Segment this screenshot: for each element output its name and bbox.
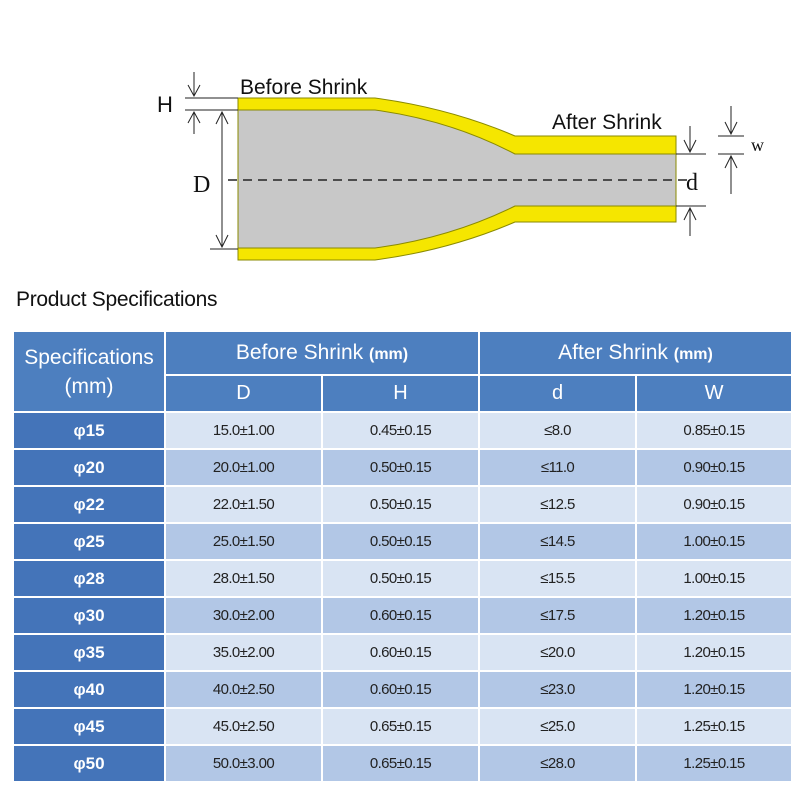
h-arrow-down-icon: [187, 72, 201, 98]
cell-W: 0.85±0.15: [634, 411, 794, 450]
header-D: D: [164, 374, 323, 413]
label-d: d: [686, 170, 698, 196]
cell-H: 0.45±0.15: [321, 411, 480, 450]
cell-d: ≤8.0: [478, 411, 637, 450]
row-spec-label: φ28: [12, 559, 166, 598]
header-before-unit: (mm): [368, 346, 409, 363]
table-row: φ25 25.0±1.50 0.50±0.15 ≤14.5 1.00±0.15: [12, 522, 794, 561]
cell-H: 0.60±0.15: [321, 633, 480, 672]
row-spec-label: φ22: [12, 485, 166, 524]
row-spec-label: φ25: [12, 522, 166, 561]
cell-W: 1.20±0.15: [634, 670, 794, 709]
header-after-shrink: After Shrink (mm): [477, 330, 794, 376]
table-row: φ45 45.0±2.50 0.65±0.15 ≤25.0 1.25±0.15: [12, 707, 794, 746]
cell-d: ≤28.0: [478, 744, 637, 783]
cell-D: 15.0±1.00: [164, 411, 323, 450]
header-W: W: [634, 374, 794, 413]
cell-H: 0.60±0.15: [321, 670, 480, 709]
cell-d: ≤23.0: [478, 670, 637, 709]
d-arrow-up-icon: [683, 206, 697, 236]
row-spec-label: φ15: [12, 411, 166, 450]
cell-H: 0.65±0.15: [321, 707, 480, 746]
header-specifications: Specifications (mm): [12, 330, 166, 413]
table-row: φ22 22.0±1.50 0.50±0.15 ≤12.5 0.90±0.15: [12, 485, 794, 524]
row-spec-label: φ20: [12, 448, 166, 487]
cell-W: 1.00±0.15: [634, 522, 794, 561]
shrink-diagram: H D Before Shrink After Shrink d w: [157, 72, 764, 261]
row-spec-label: φ40: [12, 670, 166, 709]
header-d: d: [478, 374, 637, 413]
cell-W: 1.20±0.15: [634, 596, 794, 635]
cell-H: 0.50±0.15: [321, 448, 480, 487]
cell-D: 40.0±2.50: [164, 670, 323, 709]
cell-D: 20.0±1.00: [164, 448, 323, 487]
table-row: φ35 35.0±2.00 0.60±0.15 ≤20.0 1.20±0.15: [12, 633, 794, 672]
table-row: φ28 28.0±1.50 0.50±0.15 ≤15.5 1.00±0.15: [12, 559, 794, 598]
cell-H: 0.60±0.15: [321, 596, 480, 635]
product-specifications-heading: Product Specifications: [16, 288, 218, 311]
cell-D: 22.0±1.50: [164, 485, 323, 524]
header-after-shrink-label: After Shrink: [558, 341, 668, 364]
row-spec-label: φ50: [12, 744, 166, 783]
table-body: φ15 15.0±1.00 0.45±0.15 ≤8.0 0.85±0.15 φ20 20.…: [12, 411, 794, 783]
row-spec-label: φ30: [12, 596, 166, 635]
cell-W: 0.90±0.15: [634, 448, 794, 487]
header-H: H: [321, 374, 480, 413]
cell-d: ≤17.5: [478, 596, 637, 635]
row-spec-label: φ45: [12, 707, 166, 746]
row-spec-label: φ35: [12, 633, 166, 672]
header-after-unit: (mm): [673, 346, 713, 363]
cell-W: 1.20±0.15: [634, 633, 794, 672]
cell-H: 0.50±0.15: [321, 559, 480, 598]
table-header-row: Specifications (mm) Before Shrink (mm) A…: [12, 330, 794, 413]
header-specifications-unit: (mm): [64, 374, 114, 398]
cell-d: ≤12.5: [478, 485, 637, 524]
table-row: φ50 50.0±3.00 0.65±0.15 ≤28.0 1.25±0.15: [12, 744, 794, 783]
specifications-table: Specifications (mm) Before Shrink (mm) A…: [12, 330, 794, 783]
w-arrow-down-icon: [724, 106, 738, 136]
cell-H: 0.50±0.15: [321, 485, 480, 524]
cell-W: 1.00±0.15: [634, 559, 794, 598]
d-arrow-down-icon: [683, 126, 697, 154]
cell-D: 50.0±3.00: [164, 744, 323, 783]
label-before-shrink: Before Shrink: [240, 76, 368, 99]
cell-H: 0.50±0.15: [321, 522, 480, 561]
table-row: φ15 15.0±1.00 0.45±0.15 ≤8.0 0.85±0.15: [12, 411, 794, 450]
cell-W: 1.25±0.15: [634, 707, 794, 746]
label-H: H: [157, 92, 173, 117]
cell-D: 35.0±2.00: [164, 633, 323, 672]
cell-d: ≤11.0: [478, 448, 637, 487]
cell-W: 1.25±0.15: [634, 744, 794, 783]
table-subheader-row: D H d W: [13, 374, 794, 413]
label-w: w: [751, 135, 764, 155]
cell-D: 28.0±1.50: [164, 559, 323, 598]
table-row: φ30 30.0±2.00 0.60±0.15 ≤17.5 1.20±0.15: [12, 596, 794, 635]
h-arrow-up-icon: [187, 110, 201, 134]
w-arrow-up-icon: [724, 154, 738, 194]
cell-D: 25.0±1.50: [164, 522, 323, 561]
header-before-shrink-label: Before Shrink: [235, 341, 364, 364]
table-row: φ20 20.0±1.00 0.50±0.15 ≤11.0 0.90±0.15: [12, 448, 794, 487]
D-dimension-arrow-icon: [215, 110, 229, 249]
cell-D: 30.0±2.00: [164, 596, 323, 635]
cell-H: 0.65±0.15: [321, 744, 480, 783]
table-row: φ40 40.0±2.50 0.60±0.15 ≤23.0 1.20±0.15: [12, 670, 794, 709]
label-D: D: [193, 172, 210, 198]
cell-D: 45.0±2.50: [164, 707, 323, 746]
cell-d: ≤25.0: [478, 707, 637, 746]
cell-d: ≤20.0: [478, 633, 637, 672]
cell-W: 0.90±0.15: [634, 485, 794, 524]
header-specifications-label: Specifications: [24, 345, 154, 369]
cell-d: ≤14.5: [478, 522, 637, 561]
label-after-shrink: After Shrink: [552, 111, 662, 134]
header-before-shrink: Before Shrink (mm): [164, 330, 480, 376]
cell-d: ≤15.5: [478, 559, 637, 598]
